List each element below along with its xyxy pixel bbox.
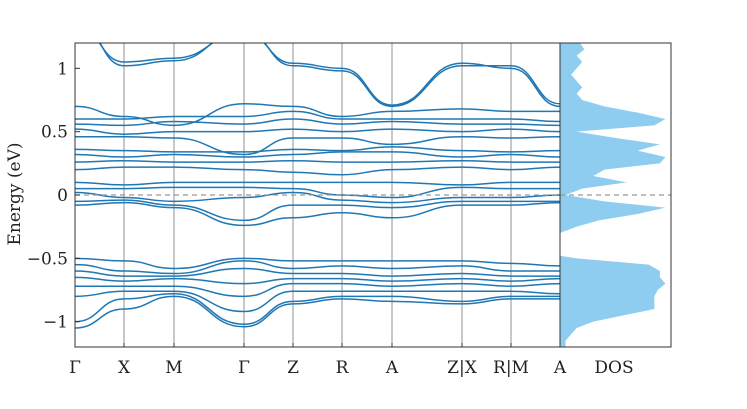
band-line [75, 191, 560, 204]
band-line [75, 146, 560, 153]
band-line [75, 181, 560, 186]
band-line [75, 295, 560, 329]
dos-panel [559, 42, 672, 348]
band-structure-panel [74, 42, 561, 348]
band-line [75, 267, 560, 277]
band-line [75, 128, 560, 135]
band-line [75, 186, 560, 199]
x-tick-label: X [118, 358, 131, 378]
x-tick-label: R|M [493, 358, 529, 378]
x-tick-label: A [385, 358, 399, 378]
band-line [75, 290, 560, 313]
band-line [75, 151, 560, 158]
x-tick-label: Γ [69, 358, 81, 378]
x-tick-label: Γ [238, 358, 250, 378]
dos-plot-frame [559, 42, 672, 348]
band-line [75, 257, 560, 270]
dos-fill [560, 43, 666, 347]
band-line [75, 103, 560, 127]
y-tick-label: 0.5 [41, 123, 68, 143]
band-line [75, 282, 560, 298]
band-line [75, 166, 560, 176]
y-tick-label: −1 [43, 313, 68, 333]
band-line [75, 160, 560, 163]
band-line [99, 43, 560, 108]
band-line [75, 135, 560, 156]
x-tick-label: Z [287, 358, 299, 378]
band-line [75, 276, 560, 285]
band-line [98, 43, 560, 108]
y-tick-label: −0.5 [27, 249, 68, 269]
x-tick-label: A [553, 358, 567, 378]
dos-axis-label: DOS [594, 358, 633, 378]
band-line [75, 110, 560, 123]
y-tick-label: 1 [57, 59, 68, 79]
x-tick-label: Z|X [447, 358, 478, 378]
x-tick-label: R [336, 358, 350, 378]
band-line [75, 199, 560, 222]
y-tick-label: 0 [57, 186, 68, 206]
y-axis-ticks: 1 0.5 0 −0.5 −1 [27, 59, 80, 333]
band-line [75, 118, 560, 127]
band-line [75, 293, 560, 325]
x-axis-ticks: Γ X M Γ Z R A Z|X R|M A [69, 343, 567, 378]
y-axis-label: Energy (eV) [5, 142, 25, 245]
band-line [75, 260, 560, 275]
band-lines [75, 43, 560, 329]
x-tick-label: M [165, 358, 182, 378]
band-line [75, 201, 560, 227]
